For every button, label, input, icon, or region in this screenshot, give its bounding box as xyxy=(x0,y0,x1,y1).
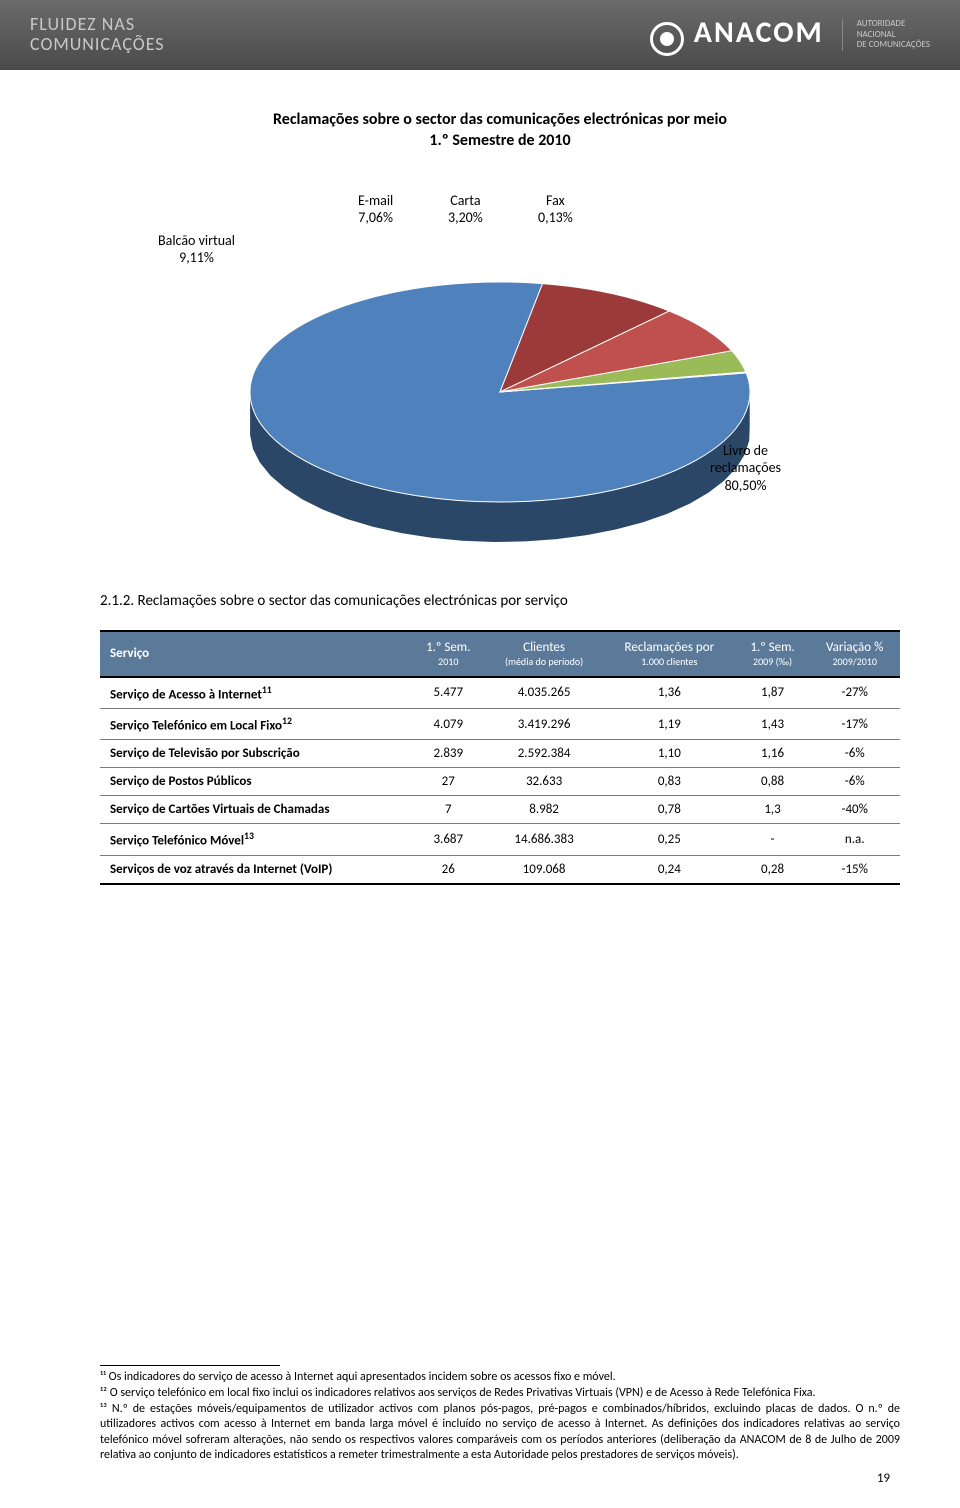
pie-slice-label: Balcão virtual9,11% xyxy=(158,232,235,267)
table-cell: -6% xyxy=(809,768,900,796)
footnote-13: ¹³ N.º de estações móveis/equipamentos d… xyxy=(100,1402,900,1464)
table-cell: -6% xyxy=(809,740,900,768)
table-cell: -17% xyxy=(809,708,900,739)
pie-slice-label: E-mail7,06% xyxy=(358,192,393,227)
header-line1: FLUIDEZ NAS xyxy=(30,13,135,35)
table-cell: 0,25 xyxy=(603,824,736,855)
table-cell: 0,24 xyxy=(603,855,736,884)
service-name-cell: Serviço de Postos Públicos xyxy=(100,768,411,796)
service-name-cell: Serviço de Cartões Virtuais de Chamadas xyxy=(100,796,411,824)
table-col-header: 1.º Sem.2009 (‰) xyxy=(736,631,810,677)
header-left-text: FLUIDEZ NAS COMUNICAÇÕES xyxy=(30,15,165,55)
table-cell: -15% xyxy=(809,855,900,884)
table-row: Serviço de Televisão por Subscrição2.839… xyxy=(100,740,900,768)
anacom-logo-icon xyxy=(650,22,684,56)
table-cell: 109.068 xyxy=(485,855,603,884)
service-name-cell: Serviço de Acesso à Internet11 xyxy=(100,677,411,709)
table-col-header: Clientes(média do período) xyxy=(485,631,603,677)
table-header: Serviço1.º Sem.2010Clientes(média do per… xyxy=(100,631,900,677)
table-cell: 8.982 xyxy=(485,796,603,824)
page-number: 19 xyxy=(877,1471,890,1486)
table-cell: 5.477 xyxy=(411,677,485,709)
header-sub2: NACIONAL xyxy=(857,29,896,40)
pie-chart: Balcão virtual9,11% E-mail7,06% Carta3,20%… xyxy=(120,172,880,552)
table-cell: -40% xyxy=(809,796,900,824)
pie-slice-label: Carta3,20% xyxy=(448,192,483,227)
services-table: Serviço1.º Sem.2010Clientes(média do per… xyxy=(100,630,900,885)
table-cell: 0,28 xyxy=(736,855,810,884)
footnote-12: ¹² O serviço telefónico em local fixo in… xyxy=(100,1386,900,1402)
section-heading: 2.1.2. Reclamações sobre o sector das co… xyxy=(100,592,900,610)
table-cell: 4.035.265 xyxy=(485,677,603,709)
table-cell: 26 xyxy=(411,855,485,884)
service-name-cell: Serviços de voz através da Internet (VoI… xyxy=(100,855,411,884)
table-row: Serviços de voz através da Internet (VoI… xyxy=(100,855,900,884)
chart-title-line1: Reclamações sobre o sector das comunicaç… xyxy=(273,110,727,129)
table-cell: 1,43 xyxy=(736,708,810,739)
table-cell: 27 xyxy=(411,768,485,796)
header-sub1: AUTORIDADE xyxy=(857,18,906,29)
footnote-11: ¹¹ Os indicadores do serviço de acesso à… xyxy=(100,1370,900,1386)
table-cell: 1,3 xyxy=(736,796,810,824)
table-cell: 3.687 xyxy=(411,824,485,855)
pie-slice-label: Livro dereclamações80,50% xyxy=(710,442,781,495)
table-col-header: 1.º Sem.2010 xyxy=(411,631,485,677)
table-cell: 0,83 xyxy=(603,768,736,796)
footnotes: ¹¹ Os indicadores do serviço de acesso à… xyxy=(100,1365,900,1464)
table-body: Serviço de Acesso à Internet115.4774.035… xyxy=(100,677,900,884)
table-row: Serviço Telefónico Móvel133.68714.686.38… xyxy=(100,824,900,855)
table-col-header: Reclamações por1.000 clientes xyxy=(603,631,736,677)
header-subtitle: AUTORIDADE NACIONAL DE COMUNICAÇÕES xyxy=(842,19,930,51)
header-sub3: DE COMUNICAÇÕES xyxy=(857,39,930,50)
table-cell: 4.079 xyxy=(411,708,485,739)
anacom-brand-text: ANACOM xyxy=(694,14,824,51)
table-cell: 2.592.384 xyxy=(485,740,603,768)
table-row: Serviço de Cartões Virtuais de Chamadas7… xyxy=(100,796,900,824)
table-cell: 32.633 xyxy=(485,768,603,796)
service-name-cell: Serviço Telefónico Móvel13 xyxy=(100,824,411,855)
service-name-cell: Serviço de Televisão por Subscrição xyxy=(100,740,411,768)
table-cell: n.a. xyxy=(809,824,900,855)
anacom-logo: ANACOM xyxy=(650,14,824,55)
table-col-header: Variação %2009/2010 xyxy=(809,631,900,677)
chart-title: Reclamações sobre o sector das comunicaç… xyxy=(100,110,900,152)
pie-slice-label: Fax0,13% xyxy=(538,192,573,227)
table-col-header: Serviço xyxy=(100,631,411,677)
table-cell: 1,10 xyxy=(603,740,736,768)
table-row: Serviço de Acesso à Internet115.4774.035… xyxy=(100,677,900,709)
chart-title-line2: 1.º Semestre de 2010 xyxy=(429,131,570,150)
page-content: Reclamações sobre o sector das comunicaç… xyxy=(0,70,960,885)
table-cell: -27% xyxy=(809,677,900,709)
footnote-rule xyxy=(100,1365,280,1366)
table-row: Serviço de Postos Públicos2732.6330,830,… xyxy=(100,768,900,796)
table-cell: - xyxy=(736,824,810,855)
table-cell: 7 xyxy=(411,796,485,824)
table-cell: 1,36 xyxy=(603,677,736,709)
header-right: ANACOM AUTORIDADE NACIONAL DE COMUNICAÇÕ… xyxy=(650,14,930,55)
header-line2: COMUNICAÇÕES xyxy=(30,33,165,55)
table-cell: 0,78 xyxy=(603,796,736,824)
table-row: Serviço Telefónico em Local Fixo124.0793… xyxy=(100,708,900,739)
table-cell: 1,16 xyxy=(736,740,810,768)
table-cell: 3.419.296 xyxy=(485,708,603,739)
service-name-cell: Serviço Telefónico em Local Fixo12 xyxy=(100,708,411,739)
page-header: FLUIDEZ NAS COMUNICAÇÕES ANACOM AUTORIDA… xyxy=(0,0,960,70)
table-cell: 1,87 xyxy=(736,677,810,709)
table-cell: 0,88 xyxy=(736,768,810,796)
table-cell: 2.839 xyxy=(411,740,485,768)
table-cell: 1,19 xyxy=(603,708,736,739)
table-cell: 14.686.383 xyxy=(485,824,603,855)
pie-chart-svg xyxy=(120,172,880,552)
